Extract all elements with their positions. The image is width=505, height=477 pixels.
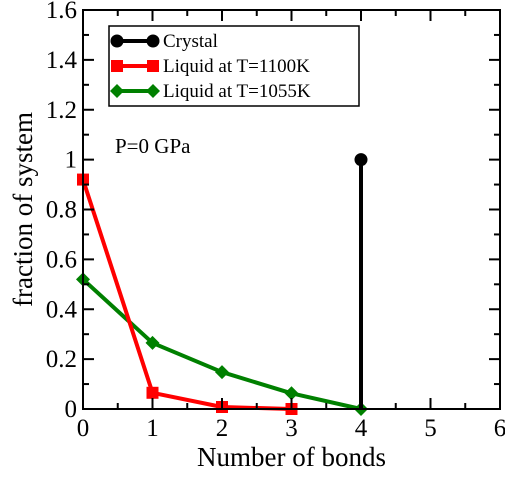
legend-marker [111,60,123,72]
series-line [81,178,292,411]
y-tick-label: 1.2 [46,97,77,124]
legend-label: Crystal [163,31,218,52]
legend-marker [147,60,159,72]
y-tick-label: 0.4 [46,296,78,323]
y-tick-label: 0.8 [46,197,77,224]
y-tick-label: 1.6 [46,0,77,24]
legend-label: Liquid at T=1100K [163,56,310,77]
y-tick-label: 0.2 [46,346,77,373]
legend-marker [110,84,124,98]
x-tick-label: 2 [216,415,229,442]
pressure-annotation: P=0 GPa [115,134,191,158]
series-1 [77,173,298,415]
data-point [146,386,159,399]
x-tick-label: 1 [146,415,159,442]
legend-marker [110,34,124,48]
y-axis-title: fraction of system [8,112,38,307]
x-tick-label: 5 [424,415,437,442]
y-tick-label: 1 [65,147,78,174]
y-tick-label: 0 [65,396,78,423]
x-tick-label: 0 [77,415,90,442]
legend-label: Liquid at T=1055K [163,81,311,102]
x-tick-label: 6 [494,415,505,442]
x-axis-title: Number of bonds [197,442,386,472]
series-line [81,277,362,411]
y-tick-label: 0.6 [46,246,77,273]
y-tick-label: 1.4 [46,47,78,74]
x-tick-label: 4 [355,415,368,442]
legend-marker [146,84,160,98]
data-point [354,153,368,167]
data-point [215,365,229,380]
axis-tick-labels: 0 1 2 3 4 5 6 0 0.2 0.4 0.6 0.8 1 1.2 1.4 1.6 [46,0,505,442]
legend: Crystal Liquid at T=1100K Liquid at T=1055… [108,25,360,107]
plot-content [76,153,368,416]
axis-ticks [82,9,501,410]
data-point [284,386,299,401]
x-tick-label: 3 [285,415,298,442]
legend-marker [146,34,160,48]
data-point [145,335,160,350]
series-0 [354,153,368,409]
